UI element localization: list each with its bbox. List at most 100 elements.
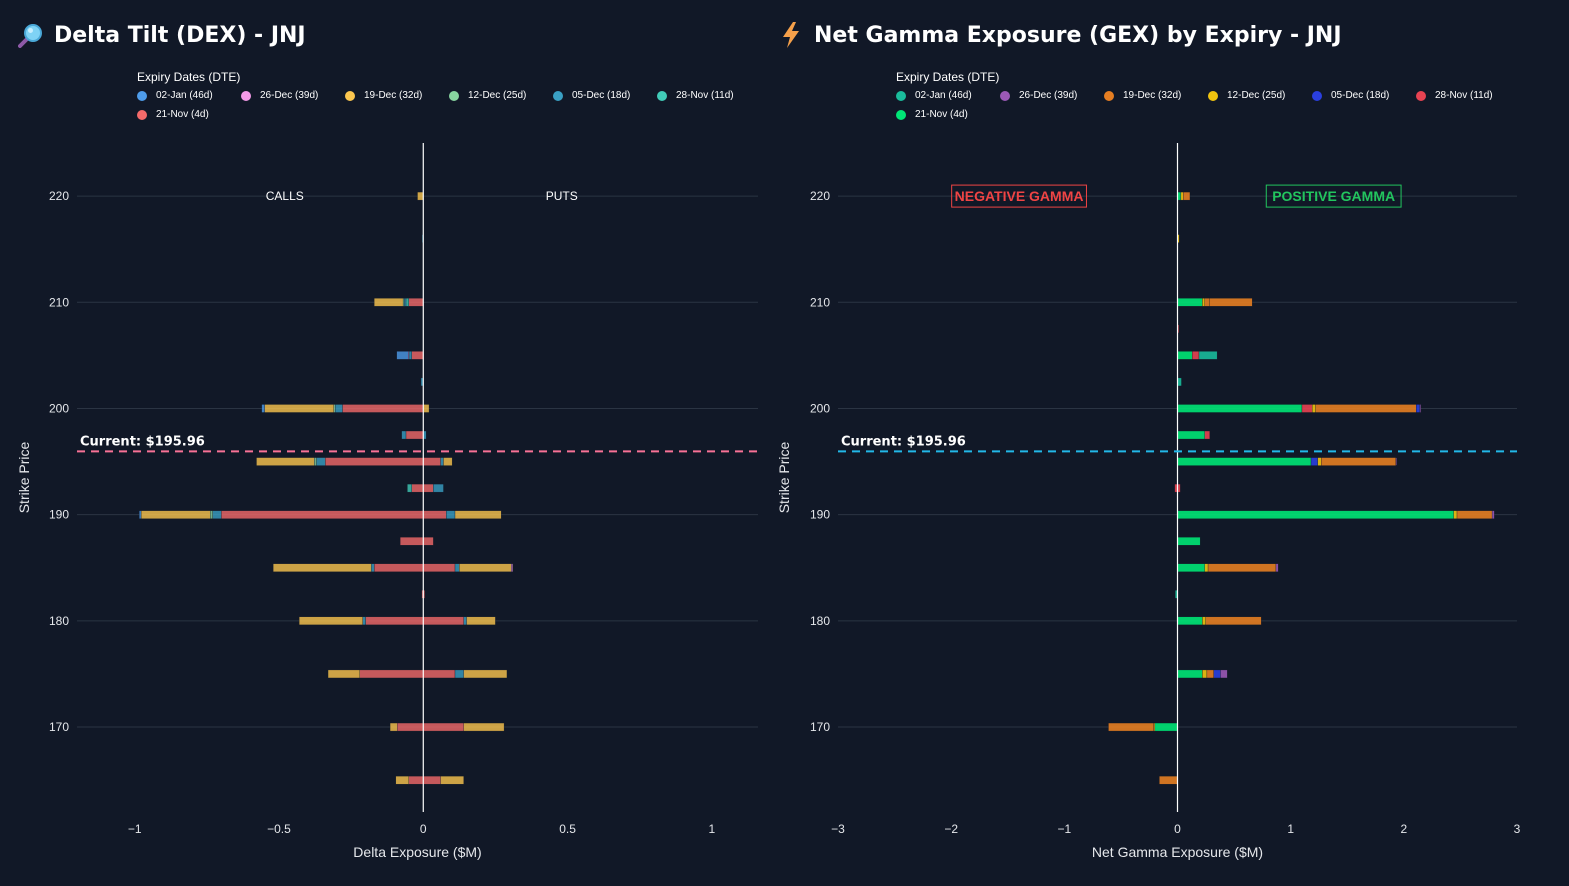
- gex-bar-26-dec-39d-strike-195: [1395, 457, 1397, 466]
- dex-legend-item-26-dec-39d[interactable]: 26-Dec (39d): [241, 90, 345, 101]
- dex-bar-12-dec-25d-strike-200: [333, 404, 336, 413]
- legend-swatch-icon: [345, 90, 355, 101]
- dex-bar-05-dec-18d-strike-200: [335, 404, 343, 413]
- gamma-exposure-chart: 170 180 190 200 210 220 −3 −2 −1 0 1 2 3 Net Gamma Ex…: [776, 143, 1521, 860]
- dex-bar-21-nov-4d-strike-192.5: [411, 483, 424, 493]
- dex-bar-21-nov-4d-strike-180: [365, 616, 424, 626]
- dex-legend-item-28-nov-11d[interactable]: 28-Nov (11d): [657, 90, 761, 101]
- dex-bar-19-dec-32d-strike-165: [440, 775, 464, 785]
- legend-item-label: 05-Dec (18d): [572, 90, 631, 101]
- gex-bar-05-dec-18d-strike-195: [1310, 457, 1318, 466]
- dex-ytick-label: 190: [49, 508, 69, 522]
- gex-bar-19-dec-32d-strike-175: [1206, 669, 1214, 679]
- dex-bar-21-nov-4d-strike-165: [408, 775, 424, 785]
- gex-bar-05-dec-18d-strike-200: [1416, 404, 1420, 413]
- legend-item-label: 05-Dec (18d): [1331, 90, 1390, 101]
- legend-swatch-icon: [241, 90, 251, 101]
- dex-bar-21-nov-4d-strike-190: [423, 510, 447, 519]
- gex-bar-19-dec-32d-strike-200: [1315, 404, 1417, 413]
- gex-annotation-positive-gamma: POSITIVE GAMMA: [1272, 188, 1395, 204]
- gex-legend-item-05-dec-18d[interactable]: 05-Dec (18d): [1312, 90, 1416, 101]
- gex-annotation-box-negative-gamma: [951, 184, 1087, 208]
- gex-bar-19-dec-32d-strike-165: [1159, 775, 1178, 785]
- dex-bar-19-dec-32d-strike-175: [327, 669, 360, 679]
- dex-bar-21-nov-4d-strike-185: [374, 563, 424, 572]
- dex-bar-19-dec-32d-strike-185: [459, 563, 512, 572]
- dex-bar-19-dec-32d-strike-190: [454, 510, 502, 519]
- gex-bar-05-dec-18d-strike-175: [1213, 669, 1221, 679]
- dex-legend-item-02-jan-46d[interactable]: 02-Jan (46d): [137, 90, 241, 101]
- left-legend-title: Expiry Dates (DTE): [137, 70, 241, 84]
- gex-ytick-label: 170: [810, 720, 830, 734]
- gex-legend-item-12-dec-25d[interactable]: 12-Dec (25d): [1208, 90, 1312, 101]
- dex-bar-21-nov-4d-strike-175: [423, 669, 456, 679]
- gex-bar-21-nov-4d-strike-200: [1177, 404, 1303, 413]
- legend-swatch-icon: [1000, 90, 1010, 101]
- gex-xtick-label: 3: [1514, 822, 1521, 836]
- delta-tilt-chart: 170 180 190 200 210 220 −1 −0.5 0 0.5 1 Delta Expos…: [16, 143, 758, 860]
- gex-bar-19-dec-32d-strike-180: [1205, 616, 1262, 626]
- dex-bar-05-dec-18d-strike-180: [362, 616, 366, 626]
- left-legend: Expiry Dates (DTE) 02-Jan (46d) 26-Dec (3…: [137, 70, 777, 120]
- dex-annotation-calls: CALLS: [266, 189, 304, 203]
- legend-item-label: 21-Nov (4d): [915, 109, 968, 120]
- dex-bar-19-dec-32d-strike-180: [299, 616, 363, 626]
- gex-bar-21-nov-4d-strike-180: [1177, 616, 1203, 626]
- dex-bar-19-dec-32d-strike-170: [463, 722, 505, 732]
- legend-item-label: 28-Nov (11d): [676, 90, 734, 101]
- dex-legend-item-21-nov-4d[interactable]: 21-Nov (4d): [137, 109, 241, 120]
- dex-xtick-label: 0.5: [559, 822, 576, 836]
- dex-x-axis-label: Delta Exposure ($M): [353, 844, 481, 860]
- dex-bar-12-dec-25d-strike-195: [314, 457, 317, 466]
- dex-legend-item-19-dec-32d[interactable]: 19-Dec (32d): [345, 90, 449, 101]
- dex-bar-05-dec-18d-strike-190: [212, 510, 222, 519]
- gex-bar-28-nov-11d-strike-205: [1192, 351, 1200, 360]
- dex-bar-05-dec-18d-strike-192.5: [433, 483, 444, 493]
- legend-item-label: 19-Dec (32d): [364, 90, 423, 101]
- dex-bar-19-dec-32d-strike-185: [273, 563, 372, 572]
- dex-bar-05-dec-18d-strike-180: [463, 616, 467, 626]
- gex-legend-item-02-jan-46d[interactable]: 02-Jan (46d): [896, 90, 1000, 101]
- dex-ytick-label: 180: [49, 614, 69, 628]
- dex-bar-21-nov-4d-strike-180: [423, 616, 464, 626]
- gex-ytick-label: 190: [810, 508, 830, 522]
- dex-legend-item-12-dec-25d[interactable]: 12-Dec (25d): [449, 90, 553, 101]
- gex-ytick-label: 180: [810, 614, 830, 628]
- gex-bar-21-nov-4d-strike-175: [1177, 669, 1203, 679]
- legend-swatch-icon: [1312, 90, 1322, 101]
- gex-bar-19-dec-32d-strike-220: [1183, 191, 1191, 201]
- legend-item-label: 26-Dec (39d): [260, 90, 319, 101]
- gex-current-price-label: Current: $195.96: [841, 434, 966, 449]
- gex-bar-21-nov-4d-strike-170: [1154, 722, 1178, 732]
- dex-bar-21-nov-4d-strike-195: [423, 457, 441, 466]
- gex-bar-19-dec-32d-strike-185: [1207, 563, 1277, 572]
- gex-xtick-label: 0: [1174, 822, 1181, 836]
- gex-legend-item-26-dec-39d[interactable]: 26-Dec (39d): [1000, 90, 1104, 101]
- legend-item-label: 28-Nov (11d): [1435, 90, 1493, 101]
- dex-bar-21-nov-4d-strike-197.5: [405, 430, 424, 440]
- legend-swatch-icon: [657, 90, 667, 101]
- gex-legend-item-19-dec-32d[interactable]: 19-Dec (32d): [1104, 90, 1208, 101]
- dex-bar-02-jan-46d-strike-200: [261, 404, 265, 413]
- dex-bar-21-nov-4d-strike-187.5: [400, 537, 424, 546]
- right-chart-title-text: Net Gamma Exposure (GEX) by Expiry - JNJ: [814, 22, 1342, 48]
- dex-bar-21-nov-4d-strike-195: [325, 457, 424, 466]
- gex-bar-12-dec-25d-strike-185: [1204, 563, 1209, 572]
- dex-legend-item-05-dec-18d[interactable]: 05-Dec (18d): [553, 90, 657, 101]
- gex-legend-item-21-nov-4d[interactable]: 21-Nov (4d): [896, 109, 1000, 120]
- dex-bar-21-nov-4d-strike-187.5: [423, 537, 434, 546]
- legend-swatch-icon: [896, 90, 906, 101]
- gex-bar-21-nov-4d-strike-185: [1177, 563, 1205, 572]
- legend-item-label: 02-Jan (46d): [156, 90, 213, 101]
- gex-bar-28-nov-11d-strike-200: [1301, 404, 1313, 413]
- gex-bar-12-dec-25d-strike-210: [1202, 298, 1205, 307]
- dex-xtick-label: 0: [420, 822, 427, 836]
- dex-bar-02-jan-46d-strike-190: [139, 510, 142, 519]
- dex-bar-05-dec-18d-strike-205: [408, 351, 412, 360]
- legend-item-label: 19-Dec (32d): [1123, 90, 1182, 101]
- gex-bar-12-dec-25d-strike-220: [1180, 191, 1184, 201]
- dex-ytick-label: 200: [49, 401, 69, 415]
- gex-legend-item-28-nov-11d[interactable]: 28-Nov (11d): [1416, 90, 1520, 101]
- dex-bar-21-nov-4d-strike-190: [221, 510, 424, 519]
